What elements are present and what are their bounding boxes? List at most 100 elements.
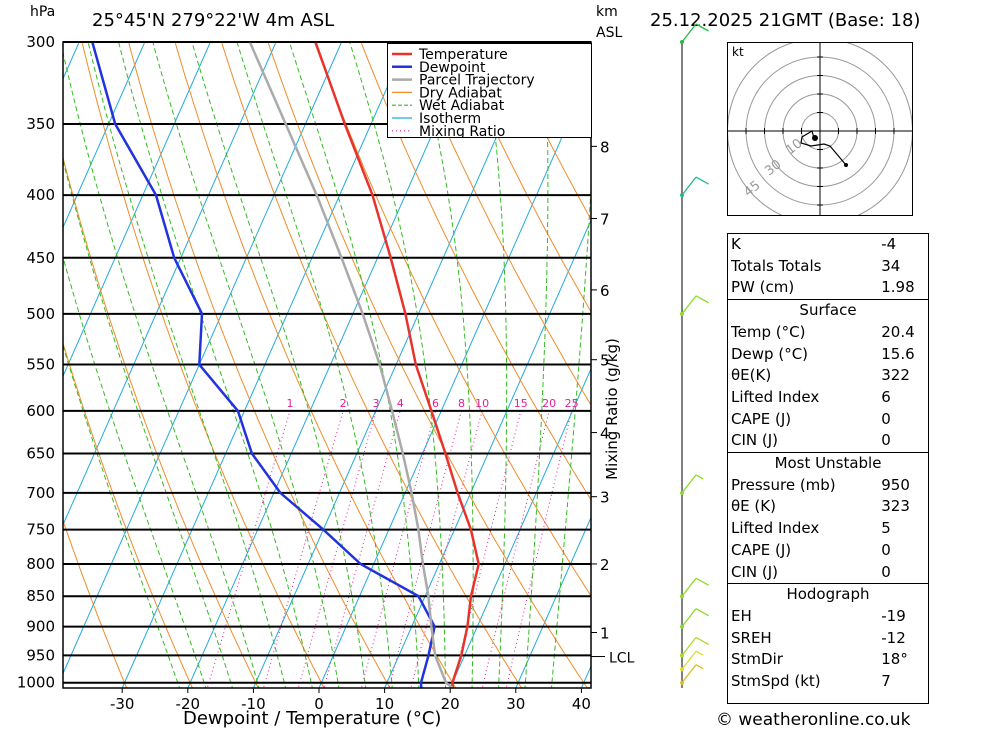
mixing-ratio-label: 20 bbox=[542, 397, 556, 410]
hodograph-storm-motion bbox=[812, 135, 818, 141]
mixing-ratio-label: 25 bbox=[565, 397, 579, 410]
wind-barb-feather bbox=[695, 636, 709, 645]
pressure-unit-label: hPa bbox=[30, 4, 56, 20]
indices-value: 950 bbox=[881, 475, 910, 494]
mixing-ratio-label: 6 bbox=[432, 397, 439, 410]
wet-adiabat-line bbox=[349, 42, 446, 688]
km-tick-label: 5 bbox=[600, 352, 610, 370]
profile-parcel-trajectory-line bbox=[248, 42, 454, 688]
pressure-tick-label: 600 bbox=[26, 402, 55, 420]
wind-barb-shaft bbox=[681, 23, 697, 43]
mixing-ratio-line bbox=[388, 410, 462, 688]
wet-adiabat-line bbox=[87, 42, 287, 688]
pressure-tick-label: 450 bbox=[26, 249, 55, 267]
profile-temperature-line bbox=[314, 42, 480, 688]
wind-barb-feather bbox=[695, 474, 704, 480]
indices-value: -4 bbox=[881, 235, 897, 253]
indices-row: Lifted Index 6 bbox=[727, 387, 929, 409]
hodograph-end-dot bbox=[844, 163, 848, 167]
pressure-tick-label: 650 bbox=[26, 444, 55, 462]
x-tick-label: 10 bbox=[375, 695, 394, 713]
indices-label: Dewp (°C) bbox=[731, 344, 809, 363]
dry-adiabat-line bbox=[453, 42, 591, 313]
indices-row: Lifted Index 5 bbox=[727, 518, 929, 540]
mixing-ratio-label: 10 bbox=[475, 397, 489, 410]
x-tick-label: 20 bbox=[441, 695, 460, 713]
indices-row: CAPE (J) 0 bbox=[727, 540, 929, 562]
indices-label: θE (K) bbox=[731, 497, 776, 516]
dry-adiabat-line bbox=[406, 42, 591, 407]
indices-value: 7 bbox=[881, 672, 891, 691]
isotherm-line bbox=[63, 42, 343, 675]
indices-value: 15.6 bbox=[881, 344, 915, 363]
indices-section-title: Most Unstable bbox=[727, 452, 929, 475]
legend-entry: Parcel Trajectory bbox=[419, 73, 535, 89]
isotherm-line bbox=[121, 42, 408, 688]
indices-row: θE (K) 323 bbox=[727, 496, 929, 518]
wet-adiabat-line bbox=[482, 42, 508, 688]
indices-label: StmSpd (kt) bbox=[731, 672, 821, 691]
indices-row: StmDir 18° bbox=[727, 649, 929, 671]
indices-row: Dewp (°C) 15.6 bbox=[727, 344, 929, 366]
indices-label: EH bbox=[731, 606, 752, 625]
wet-adiabat-line bbox=[118, 42, 313, 688]
dry-adiabat-line bbox=[919, 42, 1000, 698]
indices-value: 20.4 bbox=[881, 322, 915, 341]
dry-adiabat-line bbox=[128, 42, 391, 688]
indices-value: 5 bbox=[881, 519, 891, 538]
mixing-ratio-line bbox=[410, 410, 483, 688]
wind-barb-shaft bbox=[681, 295, 697, 315]
wet-adiabat-line bbox=[550, 181, 591, 688]
pressure-tick-label: 300 bbox=[26, 33, 55, 51]
hodograph-ring-label: 45 bbox=[741, 178, 763, 200]
legend-entry: Mixing Ratio bbox=[419, 124, 505, 137]
mixing-ratio-line bbox=[481, 410, 550, 688]
wind-barb-shaft bbox=[681, 650, 697, 670]
indices-label: Lifted Index bbox=[731, 387, 820, 406]
indices-label: StmDir bbox=[731, 650, 783, 669]
indices-value: -12 bbox=[881, 628, 906, 647]
indices-value: 18° bbox=[881, 650, 908, 669]
km-tick-label: 1 bbox=[600, 625, 610, 643]
indices-value: 323 bbox=[881, 497, 910, 516]
wind-barb-feather bbox=[695, 664, 704, 670]
indices-row: Temp (°C) 20.4 bbox=[727, 322, 929, 344]
dry-adiabat-line bbox=[63, 519, 128, 688]
isotherm-line bbox=[515, 516, 591, 688]
mixing-ratio-axis-label: Mixing Ratio (g/kg) bbox=[603, 338, 621, 480]
mixing-ratio-label: 1 bbox=[287, 397, 294, 410]
pressure-tick-label: 850 bbox=[26, 587, 55, 605]
legend-entry: Temperature bbox=[418, 47, 508, 63]
wet-adiabat-line bbox=[63, 50, 260, 688]
indices-value: 0 bbox=[881, 431, 891, 450]
dry-adiabat-line bbox=[81, 42, 325, 688]
x-tick-label: -10 bbox=[241, 695, 266, 713]
height-unit-asl-label: ASL bbox=[596, 25, 623, 41]
indices-value: 1.98 bbox=[881, 278, 915, 297]
indices-value: 0 bbox=[881, 409, 891, 428]
wet-adiabat-line bbox=[63, 158, 234, 688]
pressure-tick-label: 1000 bbox=[17, 674, 55, 692]
mixing-ratio-line bbox=[262, 410, 344, 688]
hodograph-panel: 10 30 45 kt bbox=[727, 38, 913, 224]
x-tick-label: 30 bbox=[506, 695, 525, 713]
wind-barb-feather bbox=[695, 650, 704, 656]
legend-entry: Dry Adiabat bbox=[419, 85, 502, 101]
indices-label: K bbox=[731, 235, 741, 253]
pressure-tick-label: 550 bbox=[26, 356, 55, 374]
hodograph-unit-label: kt bbox=[732, 45, 744, 59]
mixing-ratio-label: 2 bbox=[340, 397, 347, 410]
indices-row: Totals Totals 34 bbox=[727, 256, 929, 278]
wet-adiabat-line bbox=[236, 42, 393, 688]
pressure-tick-label: 800 bbox=[26, 555, 55, 573]
indices-value: 322 bbox=[881, 366, 910, 385]
indices-section-title: Surface bbox=[727, 299, 929, 322]
indices-section-title-text: Hodograph bbox=[786, 585, 870, 604]
dry-adiabat-line bbox=[360, 42, 591, 501]
mixing-ratio-line bbox=[360, 410, 436, 688]
wet-adiabat-line bbox=[288, 42, 420, 688]
indices-label: Pressure (mb) bbox=[731, 475, 836, 494]
legend-entry: Isotherm bbox=[419, 111, 481, 127]
indices-value: 0 bbox=[881, 540, 891, 559]
